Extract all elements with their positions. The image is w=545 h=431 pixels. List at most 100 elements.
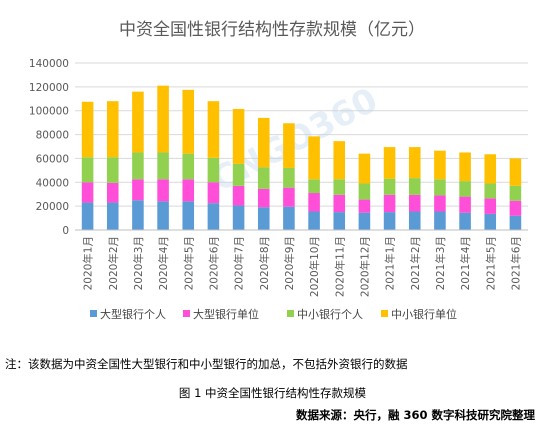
- bar-segment-large-bank-personal: [81, 202, 94, 230]
- bar-segment-large-bank-personal: [358, 212, 371, 230]
- bar-segment-small-bank-corporate: [257, 117, 270, 168]
- bar-segment-small-bank-personal: [358, 183, 371, 200]
- bar-segment-small-bank-corporate: [182, 89, 195, 154]
- bar-segment-small-bank-personal: [459, 181, 471, 197]
- bar-segment-large-bank-personal: [257, 207, 270, 230]
- bar-segment-small-bank-personal: [434, 179, 446, 196]
- stacked-bar-chart: 中资全国性银行结构性存款规模（亿元） 0 20000 40000 60000 80000 1…: [29, 20, 528, 321]
- bar-segment-large-bank-personal: [434, 211, 446, 230]
- y-tick-label: 140000: [29, 58, 69, 70]
- bar-segment-small-bank-corporate: [81, 101, 94, 158]
- bar-segment-large-bank-personal: [509, 215, 522, 230]
- y-tick-label: 20000: [36, 201, 69, 213]
- x-tick-label: 2021年4月: [459, 236, 472, 290]
- bar-segment-small-bank-personal: [157, 152, 169, 180]
- bar-segment-large-bank-corporate: [408, 194, 421, 212]
- y-tick-label: 0: [62, 225, 69, 237]
- bar-segment-large-bank-corporate: [283, 187, 295, 207]
- bar-segment-small-bank-corporate: [358, 153, 371, 184]
- bar-segment-large-bank-corporate: [132, 179, 144, 201]
- bar-segment-small-bank-corporate: [484, 154, 497, 184]
- bar-segment-large-bank-corporate: [207, 182, 220, 204]
- bar-segment-small-bank-corporate: [106, 101, 119, 158]
- bar-segment-small-bank-personal: [484, 183, 497, 199]
- x-tick-label: 2021年5月: [484, 236, 497, 290]
- bar-segment-large-bank-corporate: [81, 182, 94, 203]
- bar-segment-large-bank-corporate: [106, 182, 119, 203]
- legend-large-bank-corporate-label: 大型银行单位: [193, 307, 259, 321]
- bar-segment-large-bank-personal: [132, 200, 144, 230]
- bar-segment-large-bank-personal: [333, 212, 346, 230]
- x-tick-label: 2020年10月: [308, 236, 321, 297]
- x-tick-label: 2020年11月: [333, 236, 346, 297]
- bar-segment-small-bank-corporate: [283, 123, 295, 168]
- x-tick-label: 2020年6月: [207, 236, 220, 290]
- bar-segment-small-bank-corporate: [459, 152, 471, 182]
- bar-segment-large-bank-personal: [308, 211, 320, 230]
- bar-segment-small-bank-personal: [383, 178, 396, 195]
- y-tick-label: 80000: [36, 130, 69, 142]
- x-tick-label: 2020年8月: [258, 236, 271, 290]
- legend-small-bank-personal-label: 中小银行个人: [297, 307, 363, 321]
- y-tick-label: 40000: [36, 177, 69, 189]
- bar-segment-large-bank-corporate: [358, 199, 371, 213]
- bar-segment-small-bank-corporate: [308, 136, 320, 180]
- figure-caption: 图 1 中资全国性银行结构性存款规模: [178, 386, 367, 400]
- bar-segment-small-bank-corporate: [333, 141, 346, 180]
- bar-segment-small-bank-personal: [509, 185, 522, 201]
- bar-segment-small-bank-personal: [283, 167, 295, 188]
- bar-segment-small-bank-personal: [81, 157, 94, 183]
- bar-segment-small-bank-corporate: [408, 147, 421, 179]
- bar-segment-large-bank-personal: [157, 201, 169, 230]
- bar-segment-small-bank-corporate: [383, 147, 396, 179]
- bar-segment-large-bank-personal: [182, 201, 195, 230]
- bar-segment-small-bank-personal: [232, 163, 245, 186]
- x-tick-label: 2020年2月: [107, 236, 120, 290]
- chart-area: 中资全国性银行结构性存款规模（亿元） 0 20000 40000 60000 80000 1…: [29, 20, 528, 321]
- x-tick-label: 2020年9月: [283, 236, 296, 290]
- bar-segment-large-bank-corporate: [434, 195, 446, 212]
- bar-segment-small-bank-corporate: [207, 101, 220, 158]
- bar-segment-small-bank-personal: [106, 157, 119, 183]
- y-tick-label: 60000: [36, 153, 69, 165]
- legend-large-bank-corporate-swatch: [183, 310, 190, 317]
- bar-segment-large-bank-personal: [207, 203, 220, 230]
- x-tick-label: 2020年1月: [82, 236, 95, 290]
- bar-segment-large-bank-personal: [283, 206, 295, 230]
- y-tick-label: 100000: [29, 106, 69, 118]
- legend-large-bank-personal-swatch: [90, 310, 97, 317]
- x-tick-label: 2021年6月: [509, 236, 522, 290]
- x-tick-label: 2021年2月: [409, 236, 422, 290]
- bar-segment-large-bank-corporate: [308, 193, 320, 212]
- bar-segment-small-bank-personal: [182, 153, 195, 180]
- bar-segment-small-bank-personal: [257, 167, 270, 189]
- bar-segment-small-bank-personal: [408, 178, 421, 195]
- bar-segment-large-bank-corporate: [333, 194, 346, 213]
- footnote: 注：该数据为中资全国性大型银行和中小型银行的加总，不包括外资银行的数据: [5, 357, 408, 371]
- bar-segment-large-bank-corporate: [459, 196, 471, 213]
- legend-small-bank-personal-swatch: [287, 310, 294, 317]
- bar-segment-large-bank-personal: [106, 202, 119, 230]
- bar-segment-large-bank-personal: [484, 213, 497, 230]
- y-tick-label: 120000: [29, 82, 69, 94]
- bar-segment-large-bank-corporate: [157, 179, 169, 202]
- bar-segment-large-bank-personal: [459, 212, 471, 230]
- x-tick-label: 2021年1月: [384, 236, 397, 290]
- bar-segment-large-bank-personal: [383, 212, 396, 230]
- bar-segment-small-bank-personal: [132, 152, 144, 180]
- bar-segment-small-bank-personal: [207, 157, 220, 183]
- bar-segment-large-bank-corporate: [257, 188, 270, 208]
- bar-segment-large-bank-corporate: [182, 179, 195, 202]
- x-tick-label: 2020年3月: [132, 236, 145, 290]
- bar-segment-small-bank-corporate: [232, 108, 245, 164]
- x-tick-label: 2020年12月: [358, 236, 371, 297]
- data-source: 数据来源：央行，融 360 数字科技研究院整理: [295, 408, 535, 422]
- bar-segment-large-bank-corporate: [232, 185, 245, 206]
- bar-segment-small-bank-personal: [308, 179, 320, 194]
- bar-segment-small-bank-personal: [333, 179, 346, 195]
- legend-large-bank-personal-label: 大型银行个人: [100, 307, 166, 321]
- x-tick-label: 2020年4月: [157, 236, 170, 290]
- bar-segment-small-bank-corporate: [434, 150, 446, 180]
- bar-segment-large-bank-corporate: [509, 200, 522, 216]
- x-tick-label: 2021年3月: [434, 236, 447, 290]
